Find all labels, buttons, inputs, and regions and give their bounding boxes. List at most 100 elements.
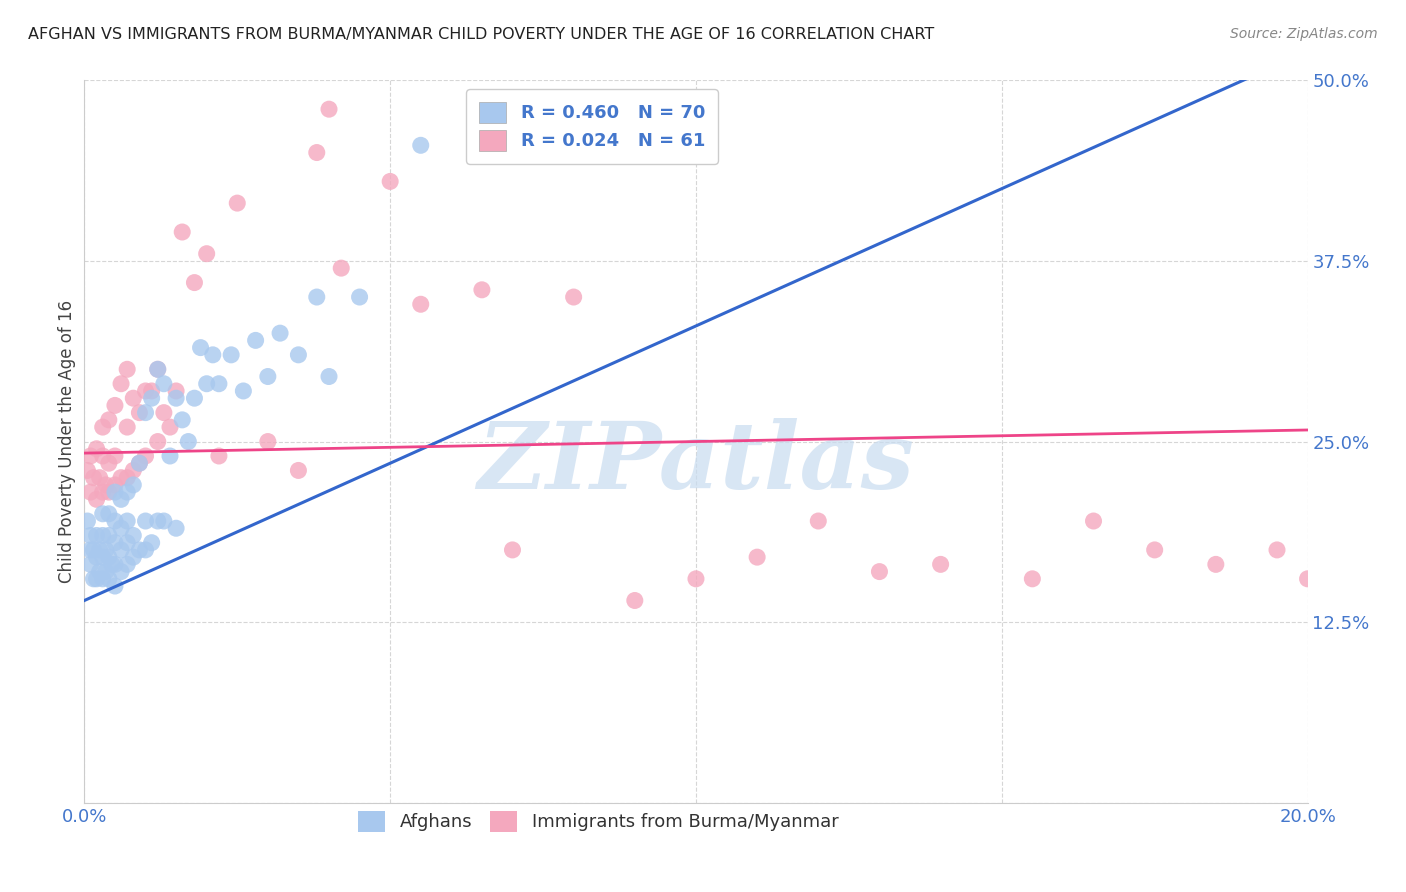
Point <box>330 261 353 276</box>
Point <box>208 376 231 391</box>
Point <box>747 550 769 565</box>
Point <box>183 391 205 405</box>
Point <box>104 579 127 593</box>
Point <box>135 514 157 528</box>
Point <box>190 341 212 355</box>
Point <box>86 528 108 542</box>
Point <box>104 478 127 492</box>
Point <box>128 406 150 420</box>
Point <box>146 434 169 449</box>
Y-axis label: Child Poverty Under the Age of 16: Child Poverty Under the Age of 16 <box>58 300 76 583</box>
Point <box>89 565 111 579</box>
Point <box>115 362 138 376</box>
Point <box>79 558 101 572</box>
Point <box>110 542 132 557</box>
Point <box>409 138 432 153</box>
Point <box>562 290 585 304</box>
Point <box>91 485 114 500</box>
Point <box>97 528 120 542</box>
Point <box>104 535 127 549</box>
Point <box>929 558 952 572</box>
Point <box>141 384 163 398</box>
Point <box>101 558 124 572</box>
Point <box>122 478 145 492</box>
Point <box>86 492 108 507</box>
Point <box>1021 572 1043 586</box>
Point <box>110 521 132 535</box>
Point <box>349 290 371 304</box>
Point <box>122 463 145 477</box>
Point <box>79 528 101 542</box>
Point <box>318 369 340 384</box>
Point <box>1143 542 1166 557</box>
Point <box>1083 514 1105 528</box>
Point <box>159 449 181 463</box>
Legend: Afghans, Immigrants from Burma/Myanmar: Afghans, Immigrants from Burma/Myanmar <box>346 798 851 845</box>
Point <box>115 514 138 528</box>
Point <box>86 442 108 456</box>
Point <box>94 478 117 492</box>
Point <box>104 449 127 463</box>
Point <box>869 565 891 579</box>
Text: ZIPatlas: ZIPatlas <box>478 418 914 508</box>
Point <box>76 514 98 528</box>
Point <box>128 542 150 557</box>
Point <box>110 565 132 579</box>
Point <box>146 362 169 376</box>
Point <box>97 572 120 586</box>
Point <box>110 376 132 391</box>
Point <box>79 542 101 557</box>
Point <box>232 384 254 398</box>
Point <box>305 290 328 304</box>
Point <box>245 334 267 348</box>
Point <box>489 131 512 145</box>
Point <box>128 456 150 470</box>
Point <box>219 348 242 362</box>
Point <box>153 376 176 391</box>
Point <box>115 470 138 484</box>
Point <box>195 246 218 260</box>
Point <box>89 470 111 484</box>
Point <box>807 514 830 528</box>
Point <box>128 456 150 470</box>
Point <box>79 449 101 463</box>
Point <box>91 550 114 565</box>
Point <box>97 456 120 470</box>
Point <box>257 434 280 449</box>
Point <box>165 384 187 398</box>
Point <box>110 470 132 484</box>
Point <box>380 174 402 188</box>
Point <box>135 406 157 420</box>
Point <box>195 376 218 391</box>
Point <box>502 542 524 557</box>
Point <box>104 558 127 572</box>
Point <box>409 297 432 311</box>
Point <box>110 492 132 507</box>
Point <box>287 348 309 362</box>
Point <box>146 514 169 528</box>
Point <box>685 572 707 586</box>
Point <box>141 391 163 405</box>
Point <box>97 413 120 427</box>
Point <box>153 514 176 528</box>
Point <box>122 550 145 565</box>
Point <box>165 391 187 405</box>
Point <box>91 420 114 434</box>
Point <box>1205 558 1227 572</box>
Point <box>89 542 111 557</box>
Point <box>94 542 117 557</box>
Text: AFGHAN VS IMMIGRANTS FROM BURMA/MYANMAR CHILD POVERTY UNDER THE AGE OF 16 CORREL: AFGHAN VS IMMIGRANTS FROM BURMA/MYANMAR … <box>28 27 935 42</box>
Point <box>201 348 224 362</box>
Point <box>91 572 114 586</box>
Point <box>172 225 194 239</box>
Point <box>86 572 108 586</box>
Point <box>94 565 117 579</box>
Point <box>471 283 494 297</box>
Point <box>1265 542 1288 557</box>
Point <box>86 550 108 565</box>
Point <box>257 369 280 384</box>
Text: Source: ZipAtlas.com: Source: ZipAtlas.com <box>1230 27 1378 41</box>
Point <box>79 485 101 500</box>
Point <box>91 507 114 521</box>
Point <box>226 196 249 211</box>
